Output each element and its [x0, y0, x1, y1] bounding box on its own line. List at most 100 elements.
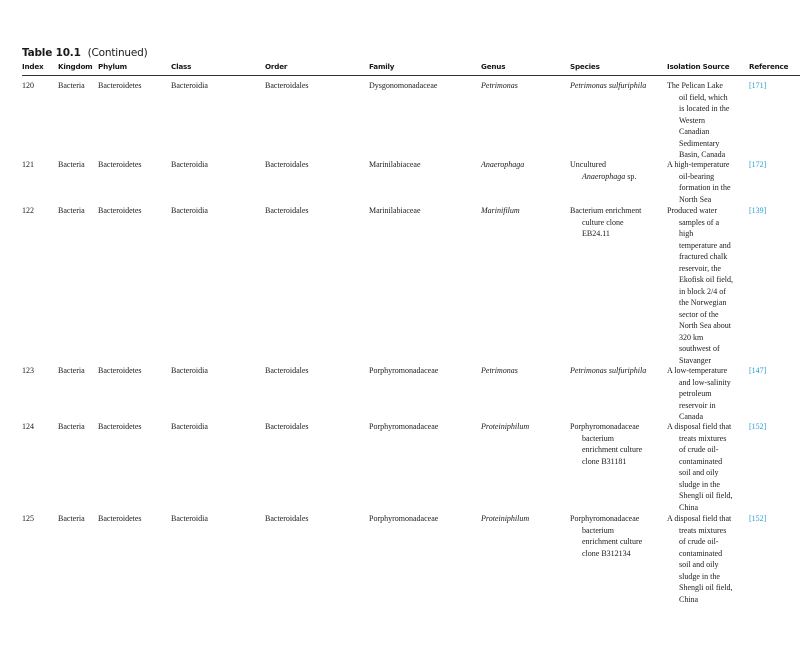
species-line: culture clone [582, 217, 624, 227]
source-line: oil-bearing [679, 171, 715, 181]
source-line: oil field, which [679, 92, 728, 102]
species-line: Anaerophaga sp. [582, 171, 637, 181]
reference-link[interactable]: [171] [749, 81, 767, 90]
column-header-index: Index [22, 62, 44, 71]
cell-order: Bacteroidales [265, 206, 309, 215]
cell-family: Marinilabiaceae [369, 160, 421, 169]
source-line: China [679, 502, 699, 512]
species-line: enrichment culture [582, 445, 643, 454]
cell-phylum: Bacteroidetes [98, 366, 142, 375]
source-line: A disposal field that [667, 422, 732, 431]
source-line: southwest of [679, 344, 720, 353]
source-line: reservoir, the [679, 263, 721, 273]
cell-phylum: Bacteroidetes [98, 81, 142, 90]
source-line: temperature and [679, 240, 731, 250]
source-line: samples of a [679, 217, 719, 227]
cell-phylum: Bacteroidetes [98, 514, 142, 523]
source-line: Western [679, 115, 706, 125]
cell-kingdom: Bacteria [58, 366, 85, 375]
cell-class: Bacteroidia [171, 160, 208, 169]
cell-index: 123 [22, 366, 34, 375]
cell-family: Porphyromonadaceae [369, 366, 439, 375]
source-line: contaminated [679, 548, 723, 558]
source-line: A high-temperature [667, 160, 730, 169]
source-line: North Sea [679, 194, 712, 204]
cell-phylum: Bacteroidetes [98, 422, 142, 431]
species-line: bacterium [582, 433, 614, 443]
source-line: and low-salinity [679, 377, 731, 387]
source-line: fractured chalk [679, 252, 728, 261]
table-number: Table 10.1 [22, 47, 81, 59]
cell-index: 122 [22, 206, 34, 215]
source-line: soil and oily [679, 560, 719, 569]
source-line: A low-temperature [667, 366, 728, 375]
cell-kingdom: Bacteria [58, 514, 85, 523]
column-header-phylum: Phylum [98, 62, 127, 71]
column-header-order: Order [265, 62, 288, 71]
column-header-family: Family [369, 62, 395, 71]
source-line: sludge in the [679, 479, 720, 489]
cell-family: Porphyromonadaceae [369, 422, 439, 431]
source-line: of crude oil- [679, 445, 719, 454]
cell-class: Bacteroidia [171, 206, 208, 215]
source-line: China [679, 594, 699, 604]
cell-source: Produced water samples of a high temperatur… [667, 205, 733, 366]
cell-genus: Petrimonas [481, 366, 518, 375]
cell-class: Bacteroidia [171, 514, 208, 523]
cell-order: Bacteroidales [265, 160, 309, 169]
source-line: the Norwegian [679, 298, 727, 307]
cell-class: Bacteroidia [171, 422, 208, 431]
cell-order: Bacteroidales [265, 514, 309, 523]
reference-link[interactable]: [139] [749, 206, 767, 215]
header-rule [22, 75, 800, 76]
source-line: of crude oil- [679, 537, 719, 546]
reference-link[interactable]: [172] [749, 160, 767, 169]
cell-family: Porphyromonadaceae [369, 514, 439, 523]
cell-genus: Petrimonas [481, 81, 518, 90]
cell-index: 121 [22, 160, 34, 169]
source-line: soil and oily [679, 468, 719, 477]
cell-phylum: Bacteroidetes [98, 160, 142, 169]
source-line: Ekofisk oil field, [679, 275, 733, 284]
cell-class: Bacteroidia [171, 81, 208, 90]
cell-family: Dysgonomonadaceae [369, 81, 438, 90]
cell-index: 124 [22, 422, 34, 431]
reference-link[interactable]: [147] [749, 366, 767, 375]
source-line: Shengli oil field, [679, 583, 733, 592]
reference-link[interactable]: [152] [749, 422, 767, 431]
species-line: Petrimonas sulfuriphila [570, 81, 647, 90]
cell-class: Bacteroidia [171, 366, 208, 375]
species-line: Porphyromonadaceae [570, 514, 640, 523]
cell-family: Marinilabiaceae [369, 206, 421, 215]
source-line: sludge in the [679, 571, 720, 581]
cell-source: The Pelican Lake oil field, which is locat… [667, 80, 729, 161]
species-line: Porphyromonadaceae [570, 422, 640, 431]
source-line: reservoir in [679, 400, 716, 410]
cell-kingdom: Bacteria [58, 422, 85, 431]
source-line: 320 km [679, 332, 704, 342]
cell-kingdom: Bacteria [58, 81, 85, 90]
cell-order: Bacteroidales [265, 81, 309, 90]
species-line: Petrimonas sulfuriphila [570, 366, 647, 375]
source-line: contaminated [679, 456, 723, 466]
reference-link[interactable]: [152] [749, 514, 767, 523]
cell-order: Bacteroidales [265, 422, 309, 431]
species-line: enrichment culture [582, 537, 643, 546]
genus-name: Anaerophaga [582, 171, 626, 181]
table-title: Table 10.1 (Continued) [22, 47, 148, 59]
source-line: A disposal field that [667, 514, 732, 523]
cell-kingdom: Bacteria [58, 160, 85, 169]
source-line: treats mixtures [679, 525, 727, 535]
column-header-kingdom: Kingdom [58, 62, 93, 71]
cell-source: A disposal field that treats mixtures of c… [667, 421, 733, 513]
source-line: Produced water [667, 206, 717, 215]
source-line: is located in the [679, 104, 730, 113]
cell-source: A low-temperature and low-salinity petrole… [667, 365, 731, 423]
column-header-class: Class [171, 62, 192, 71]
species-line: bacterium [582, 525, 614, 535]
cell-source: A high-temperature oil-bearing formation i… [667, 159, 731, 205]
column-header-species: Species [570, 62, 600, 71]
source-line: in block 2/4 of [679, 286, 726, 296]
source-line: treats mixtures [679, 433, 727, 443]
source-line: Canadian [679, 127, 710, 136]
